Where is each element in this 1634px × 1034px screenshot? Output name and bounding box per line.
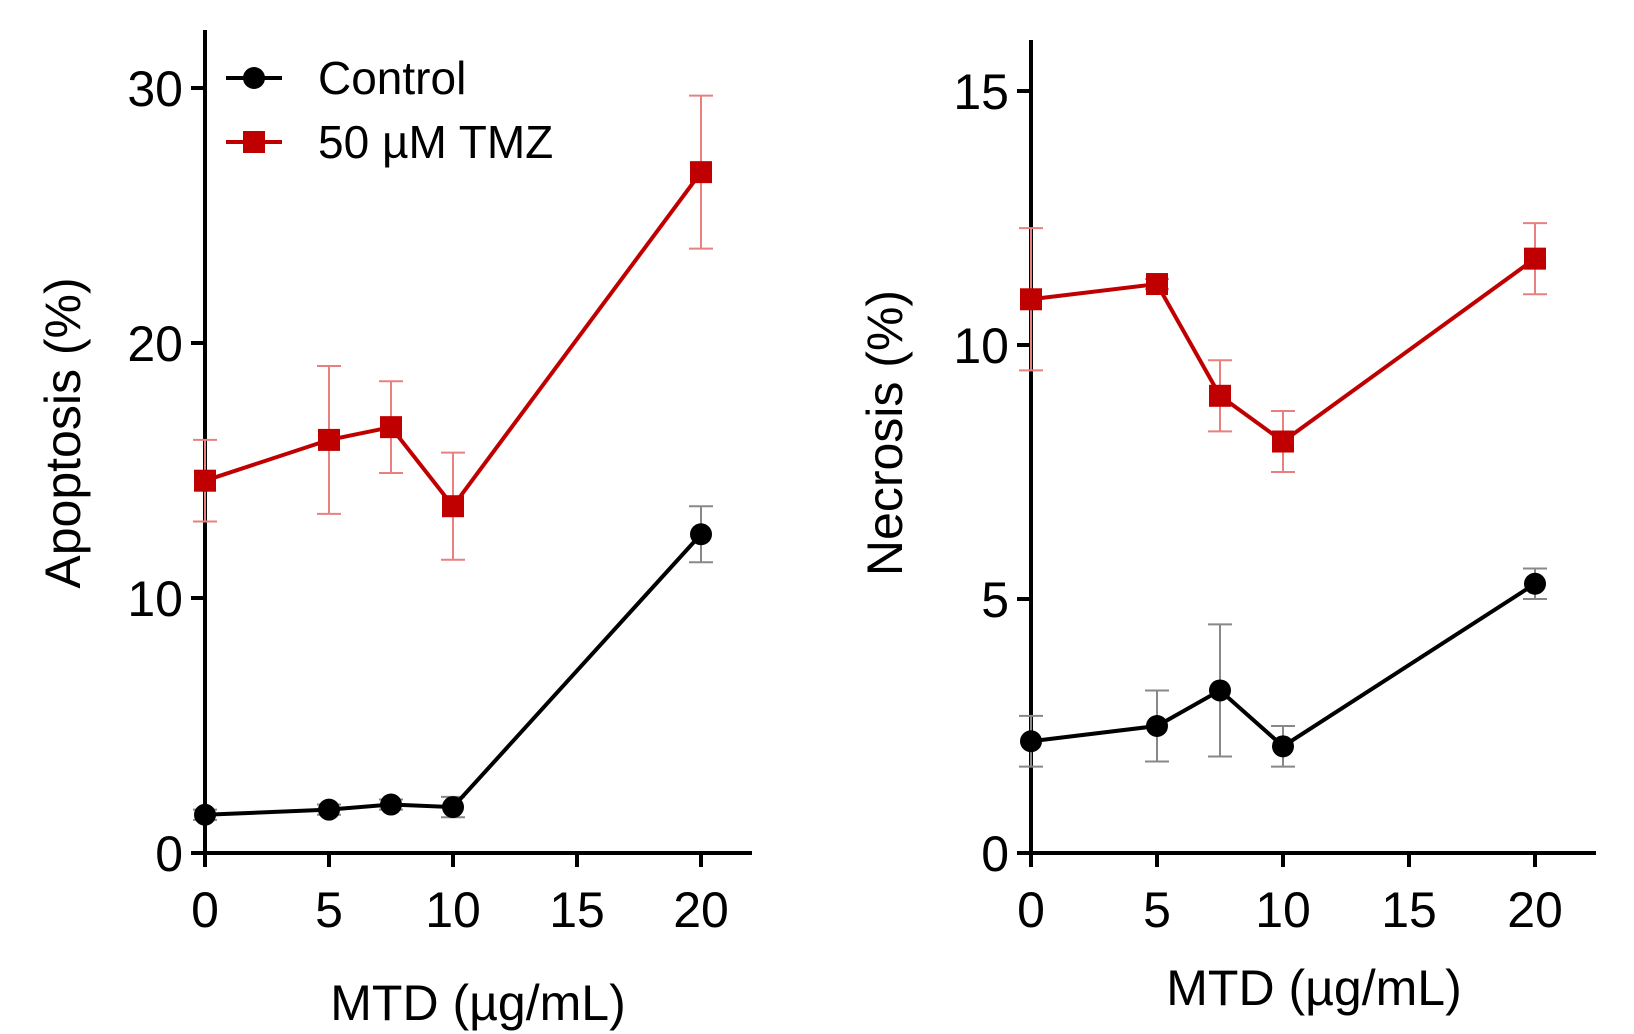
y-tick-label: 5 [981,572,1009,628]
x-tick-label: 15 [1381,882,1437,938]
control-data-point [1209,679,1231,702]
legend-control-marker [243,67,265,89]
error-bars [1019,222,1547,768]
x-tick-label: 15 [549,882,605,938]
control-data-point [194,803,216,826]
y-tick-label: 30 [127,61,183,117]
x-tick-label: 5 [1143,882,1171,938]
tmz-data-point [442,495,464,518]
control-data-point [1020,730,1042,753]
y-axis-title: Necrosis (%) [857,290,913,576]
x-tick-label: 0 [1017,882,1045,938]
x-tick-label: 0 [191,882,219,938]
x-tick-label: 10 [425,882,481,938]
x-tick-label: 10 [1255,882,1311,938]
y-ticks: 0 10 20 30 [127,61,205,882]
legend-control-label: Control [318,52,466,104]
x-axis-title: MTD (µg/mL) [330,975,625,1031]
series-lines [1030,257,1537,749]
x-ticks: 0 5 10 15 20 [191,853,729,938]
tmz-data-point [1209,384,1231,407]
x-tick-label: 20 [673,882,729,938]
control-data-point [318,798,340,821]
tmz-data-point [1146,273,1168,296]
legend: Control 50 µM TMZ [226,52,553,168]
control-data-point [1524,572,1546,595]
y-tick-label: 10 [127,571,183,627]
control-data-point [1146,715,1168,737]
x-axis-title: MTD (µg/mL) [1166,960,1461,1016]
tmz-data-point [1524,247,1546,270]
apoptosis-chart: 0 10 20 30 0 5 10 15 20 MTD (µg/mL) Apoptosis (… [35,30,752,1031]
control-data-point [380,793,402,816]
tmz-data-point [1020,288,1042,311]
control-series-line [1030,582,1537,749]
y-ticks: 0 5 10 15 [953,64,1031,882]
tmz-data-point [690,161,712,184]
y-tick-label: 0 [155,826,183,882]
control-data-point [1272,735,1294,758]
legend-tmz-marker [243,131,265,153]
necrosis-chart: 0 5 10 15 0 5 10 15 20 MTD (µg/mL) Necrosis (%) [857,40,1596,1016]
tmz-data-point [1272,430,1294,453]
y-axis-title: Apoptosis (%) [35,277,91,588]
tmz-data-point [318,428,340,451]
x-tick-label: 20 [1507,882,1563,938]
tmz-data-point [380,416,402,439]
x-tick-label: 5 [315,882,343,938]
control-data-point [690,523,712,546]
y-tick-label: 15 [953,64,1009,120]
y-tick-label: 10 [953,318,1009,374]
data-markers [1020,247,1546,758]
control-data-point [442,796,464,819]
legend-tmz-label: 50 µM TMZ [318,116,553,168]
control-series-line [204,532,703,817]
data-markers [194,161,712,826]
x-ticks: 0 5 10 15 20 [1017,853,1563,938]
y-tick-label: 20 [127,316,183,372]
tmz-data-point [194,469,216,492]
y-tick-label: 0 [981,826,1009,882]
